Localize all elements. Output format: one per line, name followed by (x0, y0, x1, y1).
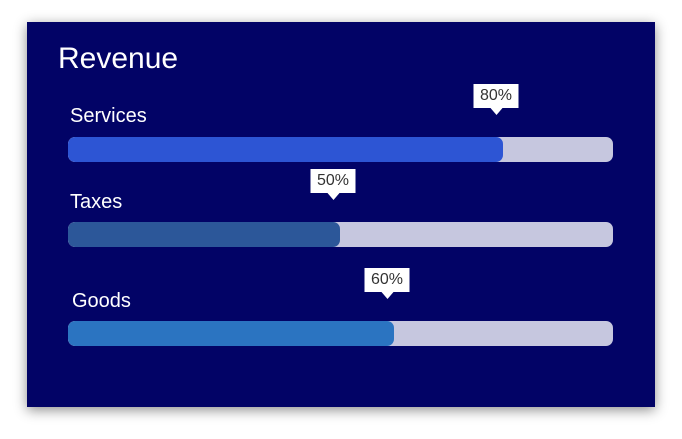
value-tooltip: 60% (364, 268, 410, 299)
bar-track (68, 137, 613, 162)
value-tooltip: 50% (310, 169, 356, 200)
bar-fill (68, 222, 340, 247)
bar-label: Services (70, 105, 147, 127)
bar-fill (68, 137, 503, 162)
bar-fill (68, 321, 394, 346)
chart-card: Revenue Services 80% Taxes 50% Goods 60% (27, 22, 655, 407)
bar-label: Goods (72, 290, 131, 312)
chart-title: Revenue (58, 42, 179, 75)
bar-label: Taxes (70, 191, 123, 213)
bar-track (68, 321, 613, 346)
value-tooltip: 80% (473, 84, 519, 115)
bar-track (68, 222, 613, 247)
